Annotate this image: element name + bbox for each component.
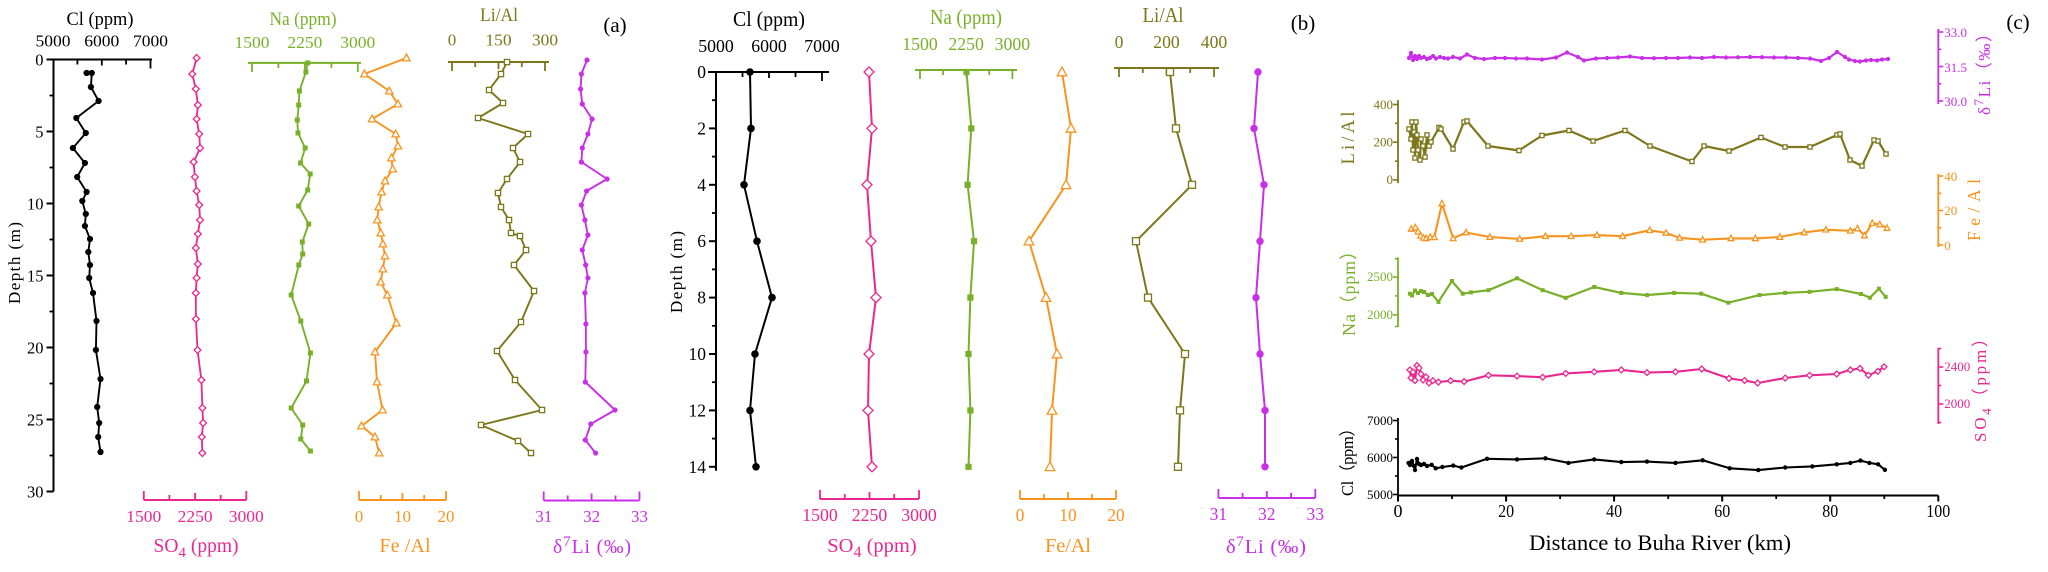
svg-text:0: 0 [1115, 32, 1124, 52]
svg-text:2500: 2500 [1367, 269, 1393, 284]
svg-text:200: 200 [1153, 32, 1180, 52]
svg-text:10: 10 [1059, 505, 1077, 525]
svg-text:40: 40 [1606, 501, 1622, 521]
svg-text:Cl (ppm): Cl (ppm) [733, 7, 805, 31]
svg-text:(b): (b) [1291, 11, 1316, 35]
svg-text:31.5: 31.5 [1944, 60, 1967, 75]
svg-text:3000: 3000 [340, 33, 375, 52]
svg-text:2000: 2000 [1367, 307, 1393, 322]
svg-text:150: 150 [486, 31, 512, 50]
svg-text:Li/Al: Li/Al [1143, 3, 1184, 27]
svg-text:Li/Al: Li/Al [480, 5, 518, 26]
svg-text:20: 20 [438, 507, 455, 526]
svg-text:5000: 5000 [36, 32, 71, 51]
svg-text:30.0: 30.0 [1944, 94, 1967, 109]
svg-text:15: 15 [27, 267, 44, 286]
svg-text:3000: 3000 [901, 505, 937, 525]
svg-text:6000: 6000 [84, 32, 119, 51]
svg-text:6000: 6000 [1367, 450, 1393, 465]
svg-text:10: 10 [689, 344, 707, 364]
svg-text:400: 400 [1374, 97, 1394, 112]
svg-text:1500: 1500 [902, 34, 938, 54]
svg-text:200: 200 [1374, 135, 1394, 150]
svg-text:25: 25 [27, 411, 44, 430]
svg-text:6: 6 [697, 231, 706, 251]
svg-text:3000: 3000 [995, 34, 1031, 54]
svg-text:14: 14 [689, 457, 707, 477]
svg-text:Distance to Buha River (km): Distance to Buha River (km) [1529, 530, 1791, 555]
svg-text:6000: 6000 [751, 36, 787, 56]
svg-text:Fe/Al: Fe/Al [1964, 179, 1984, 241]
svg-text:10: 10 [394, 507, 411, 526]
svg-text:32: 32 [583, 507, 600, 526]
svg-text:2250: 2250 [852, 505, 888, 525]
svg-text:2400: 2400 [1944, 359, 1970, 374]
svg-text:1500: 1500 [126, 507, 161, 526]
svg-text:Fe/Al: Fe/Al [1045, 535, 1091, 557]
svg-text:SO4 (ppm): SO4 (ppm) [154, 536, 239, 561]
svg-text:0: 0 [355, 507, 364, 526]
svg-text:20: 20 [1944, 203, 1957, 218]
svg-text:SO4 (ppm): SO4 (ppm) [827, 535, 916, 561]
svg-text:33: 33 [631, 507, 648, 526]
svg-text:2000: 2000 [1944, 396, 1970, 411]
svg-text:7000: 7000 [133, 32, 168, 51]
svg-text:5000: 5000 [1367, 487, 1393, 502]
svg-text:40: 40 [1944, 169, 1957, 184]
svg-text:1500: 1500 [235, 33, 270, 52]
svg-text:10: 10 [27, 195, 44, 214]
svg-text:8: 8 [697, 288, 706, 308]
svg-text:(c): (c) [2006, 10, 2029, 34]
svg-text:Na（ppm）: Na（ppm） [1339, 242, 1359, 336]
svg-text:1500: 1500 [802, 505, 838, 525]
svg-text:2250: 2250 [287, 33, 322, 52]
svg-text:100: 100 [1926, 501, 1950, 521]
svg-text:4: 4 [697, 175, 706, 195]
svg-text:33.0: 33.0 [1944, 25, 1967, 40]
svg-text:20: 20 [27, 339, 44, 358]
svg-text:Depth (m): Depth (m) [667, 231, 686, 313]
svg-text:Cl（ppm）: Cl（ppm） [1338, 420, 1357, 496]
svg-text:Fe /Al: Fe /Al [380, 536, 432, 557]
svg-text:30: 30 [27, 483, 44, 502]
svg-text:Na (ppm): Na (ppm) [930, 5, 1002, 29]
svg-text:33: 33 [1307, 504, 1325, 524]
svg-text:0: 0 [1016, 505, 1025, 525]
svg-text:3000: 3000 [229, 507, 264, 526]
svg-text:2250: 2250 [178, 507, 213, 526]
svg-text:20: 20 [1107, 505, 1125, 525]
svg-text:0: 0 [1394, 501, 1403, 521]
svg-text:0: 0 [697, 62, 706, 82]
svg-text:7000: 7000 [804, 36, 840, 56]
svg-text:12: 12 [689, 400, 707, 420]
svg-text:80: 80 [1822, 501, 1838, 521]
svg-text:Na (ppm): Na (ppm) [270, 9, 337, 30]
svg-text:δ7Li (‰): δ7Li (‰) [1226, 534, 1306, 558]
svg-text:0: 0 [1944, 238, 1951, 253]
svg-text:60: 60 [1714, 501, 1730, 521]
svg-text:5: 5 [35, 123, 43, 142]
svg-text:0: 0 [35, 51, 43, 70]
svg-text:31: 31 [535, 507, 552, 526]
svg-text:2250: 2250 [948, 34, 984, 54]
svg-text:32: 32 [1258, 504, 1276, 524]
svg-text:20: 20 [1498, 501, 1514, 521]
svg-text:2: 2 [697, 118, 706, 138]
svg-text:300: 300 [532, 31, 558, 50]
svg-text:31: 31 [1210, 504, 1228, 524]
svg-text:7000: 7000 [1367, 413, 1393, 428]
svg-text:0: 0 [448, 31, 457, 50]
svg-text:Depth (m): Depth (m) [5, 222, 24, 304]
svg-text:400: 400 [1201, 32, 1228, 52]
svg-text:0: 0 [1387, 172, 1394, 187]
svg-text:Cl (ppm): Cl (ppm) [67, 9, 134, 30]
svg-text:5000: 5000 [698, 36, 734, 56]
svg-text:(a): (a) [603, 13, 626, 37]
